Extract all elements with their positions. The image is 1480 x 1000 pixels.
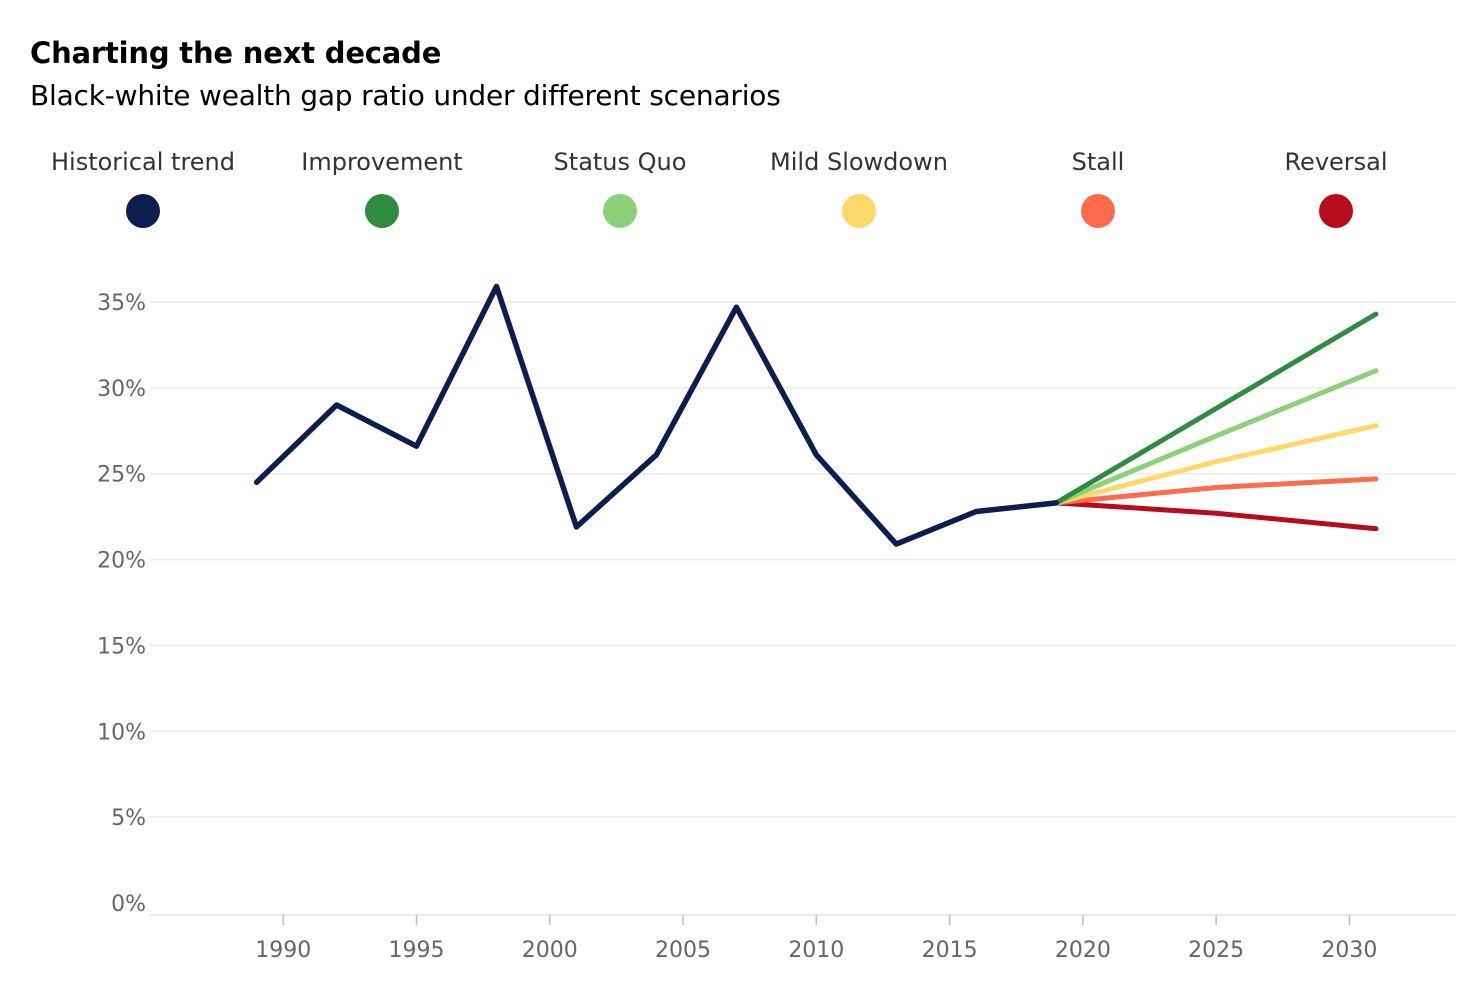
y-tick-label: 25% [97, 463, 146, 488]
y-tick-label: 10% [97, 720, 146, 745]
x-tick-label: 2000 [522, 938, 578, 963]
legend-label: Stall [1071, 148, 1125, 176]
x-tick-label: 2005 [655, 938, 711, 963]
legend-swatch-dot [1319, 194, 1353, 228]
legend-item-status-quo[interactable]: Status Quo [500, 148, 740, 228]
x-tick-label: 2010 [788, 938, 844, 963]
legend-label: Mild Slowdown [770, 148, 948, 176]
legend-item-mild-slowdown[interactable]: Mild Slowdown [739, 148, 979, 228]
x-tick-label: 2030 [1321, 938, 1377, 963]
series-line-status-quo [1053, 368, 1379, 506]
chart-subtitle: Black-white wealth gap ratio under diffe… [30, 79, 781, 112]
series-line-reversal [1053, 500, 1379, 532]
y-tick-label: 15% [97, 634, 146, 659]
legend-item-reversal[interactable]: Reversal [1216, 148, 1456, 228]
chart-title: Charting the next decade [30, 36, 442, 70]
x-tick-label: 2020 [1055, 938, 1111, 963]
x-tick-label: 1990 [255, 938, 311, 963]
legend-swatch-dot [365, 194, 399, 228]
y-tick-label: 30% [97, 377, 146, 402]
x-tick-label: 1995 [389, 938, 445, 963]
series-line-historical-trend [253, 283, 1059, 547]
legend-swatch-dot [603, 194, 637, 228]
legend-label: Historical trend [50, 148, 235, 176]
x-tick-label: 2025 [1188, 938, 1244, 963]
series-line-improvement [1053, 311, 1379, 506]
y-tick-label: 0% [111, 892, 146, 917]
legend-swatch-dot [126, 194, 160, 228]
legend-label: Reversal [1284, 148, 1388, 176]
series-line-mild-slowdown [1053, 423, 1379, 506]
y-tick-label: 5% [111, 806, 146, 831]
legend-item-historical-trend[interactable]: Historical trend [23, 148, 263, 228]
legend-swatch-dot [1081, 194, 1115, 228]
legend-item-improvement[interactable]: Improvement [262, 148, 502, 228]
y-tick-label: 35% [97, 291, 146, 316]
legend-item-stall[interactable]: Stall [978, 148, 1218, 228]
series-line-stall [1053, 476, 1379, 506]
y-tick-label: 20% [97, 549, 146, 574]
legend-label: Status Quo [553, 148, 687, 176]
legend-label: Improvement [301, 148, 463, 176]
chart-legend: Historical trend Improvement Status Quo … [0, 148, 1480, 238]
x-tick-label: 2015 [922, 938, 978, 963]
legend-swatch-dot [842, 194, 876, 228]
